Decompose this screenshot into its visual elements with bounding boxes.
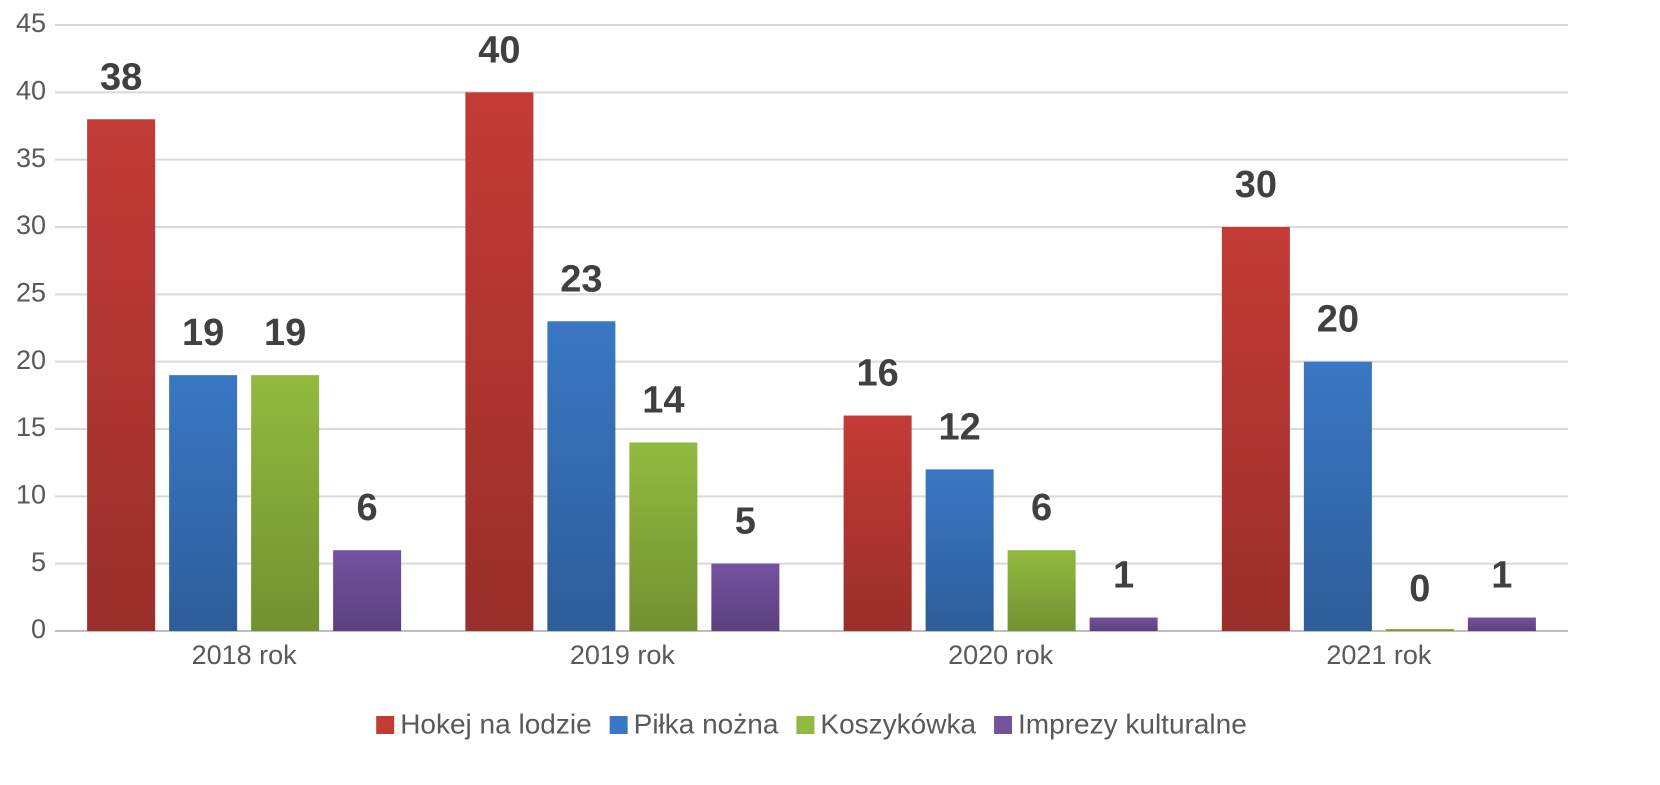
bar-shade xyxy=(251,375,320,631)
data-label: 12 xyxy=(938,406,980,448)
y-tick-label: 0 xyxy=(31,614,46,644)
data-label: 38 xyxy=(100,56,142,98)
y-tick-label: 30 xyxy=(16,210,46,240)
data-label: 1 xyxy=(1491,555,1512,597)
data-label: 20 xyxy=(1317,299,1359,341)
legend-swatch xyxy=(609,716,628,734)
legend-swatch xyxy=(376,716,395,734)
bar-shade xyxy=(1467,617,1536,631)
data-label: 0 xyxy=(1409,568,1430,610)
bar-shade xyxy=(843,415,912,631)
y-tick-label: 20 xyxy=(16,345,46,375)
x-tick-label: 2019 rok xyxy=(570,640,676,670)
bar-shade xyxy=(465,92,534,632)
data-label: 14 xyxy=(642,379,684,421)
data-label: 40 xyxy=(478,29,520,71)
data-label: 1 xyxy=(1113,555,1134,597)
bar-shade xyxy=(1385,629,1454,631)
legend-label: Piłka nożna xyxy=(634,708,779,739)
data-label: 6 xyxy=(1031,487,1052,529)
x-tick-label: 2020 rok xyxy=(948,640,1054,670)
bar-shade xyxy=(1221,227,1290,631)
data-label: 19 xyxy=(264,312,306,354)
legend-label: Hokej na lodzie xyxy=(400,708,591,739)
bar-shade xyxy=(925,469,994,631)
legend-swatch xyxy=(994,716,1013,734)
y-tick-label: 40 xyxy=(16,75,46,105)
bar-shade xyxy=(1303,361,1372,631)
legend-swatch xyxy=(796,716,815,734)
y-tick-label: 5 xyxy=(31,547,46,577)
bar-shade xyxy=(711,563,780,631)
data-label: 5 xyxy=(735,501,756,543)
bar-shade xyxy=(1007,550,1076,631)
legend-label: Imprezy kulturalne xyxy=(1018,708,1247,739)
bar-shade xyxy=(1089,617,1158,631)
y-tick-label: 10 xyxy=(16,479,46,509)
data-label: 6 xyxy=(357,487,378,529)
legend-label: Koszykówka xyxy=(820,708,976,739)
x-tick-label: 2018 rok xyxy=(192,640,298,670)
bar-shade xyxy=(333,550,402,631)
data-label: 23 xyxy=(560,258,602,300)
bar-shade xyxy=(87,119,156,632)
bar-shade xyxy=(547,321,616,631)
bar-shade xyxy=(169,375,238,631)
y-tick-label: 25 xyxy=(16,277,46,307)
x-tick-label: 2021 rok xyxy=(1326,640,1432,670)
data-label: 16 xyxy=(856,353,898,395)
data-label: 19 xyxy=(182,312,224,354)
bar-shade xyxy=(629,442,698,631)
y-tick-label: 45 xyxy=(16,8,46,38)
y-tick-label: 15 xyxy=(16,412,46,442)
y-tick-label: 35 xyxy=(16,143,46,173)
data-label: 30 xyxy=(1235,164,1277,206)
